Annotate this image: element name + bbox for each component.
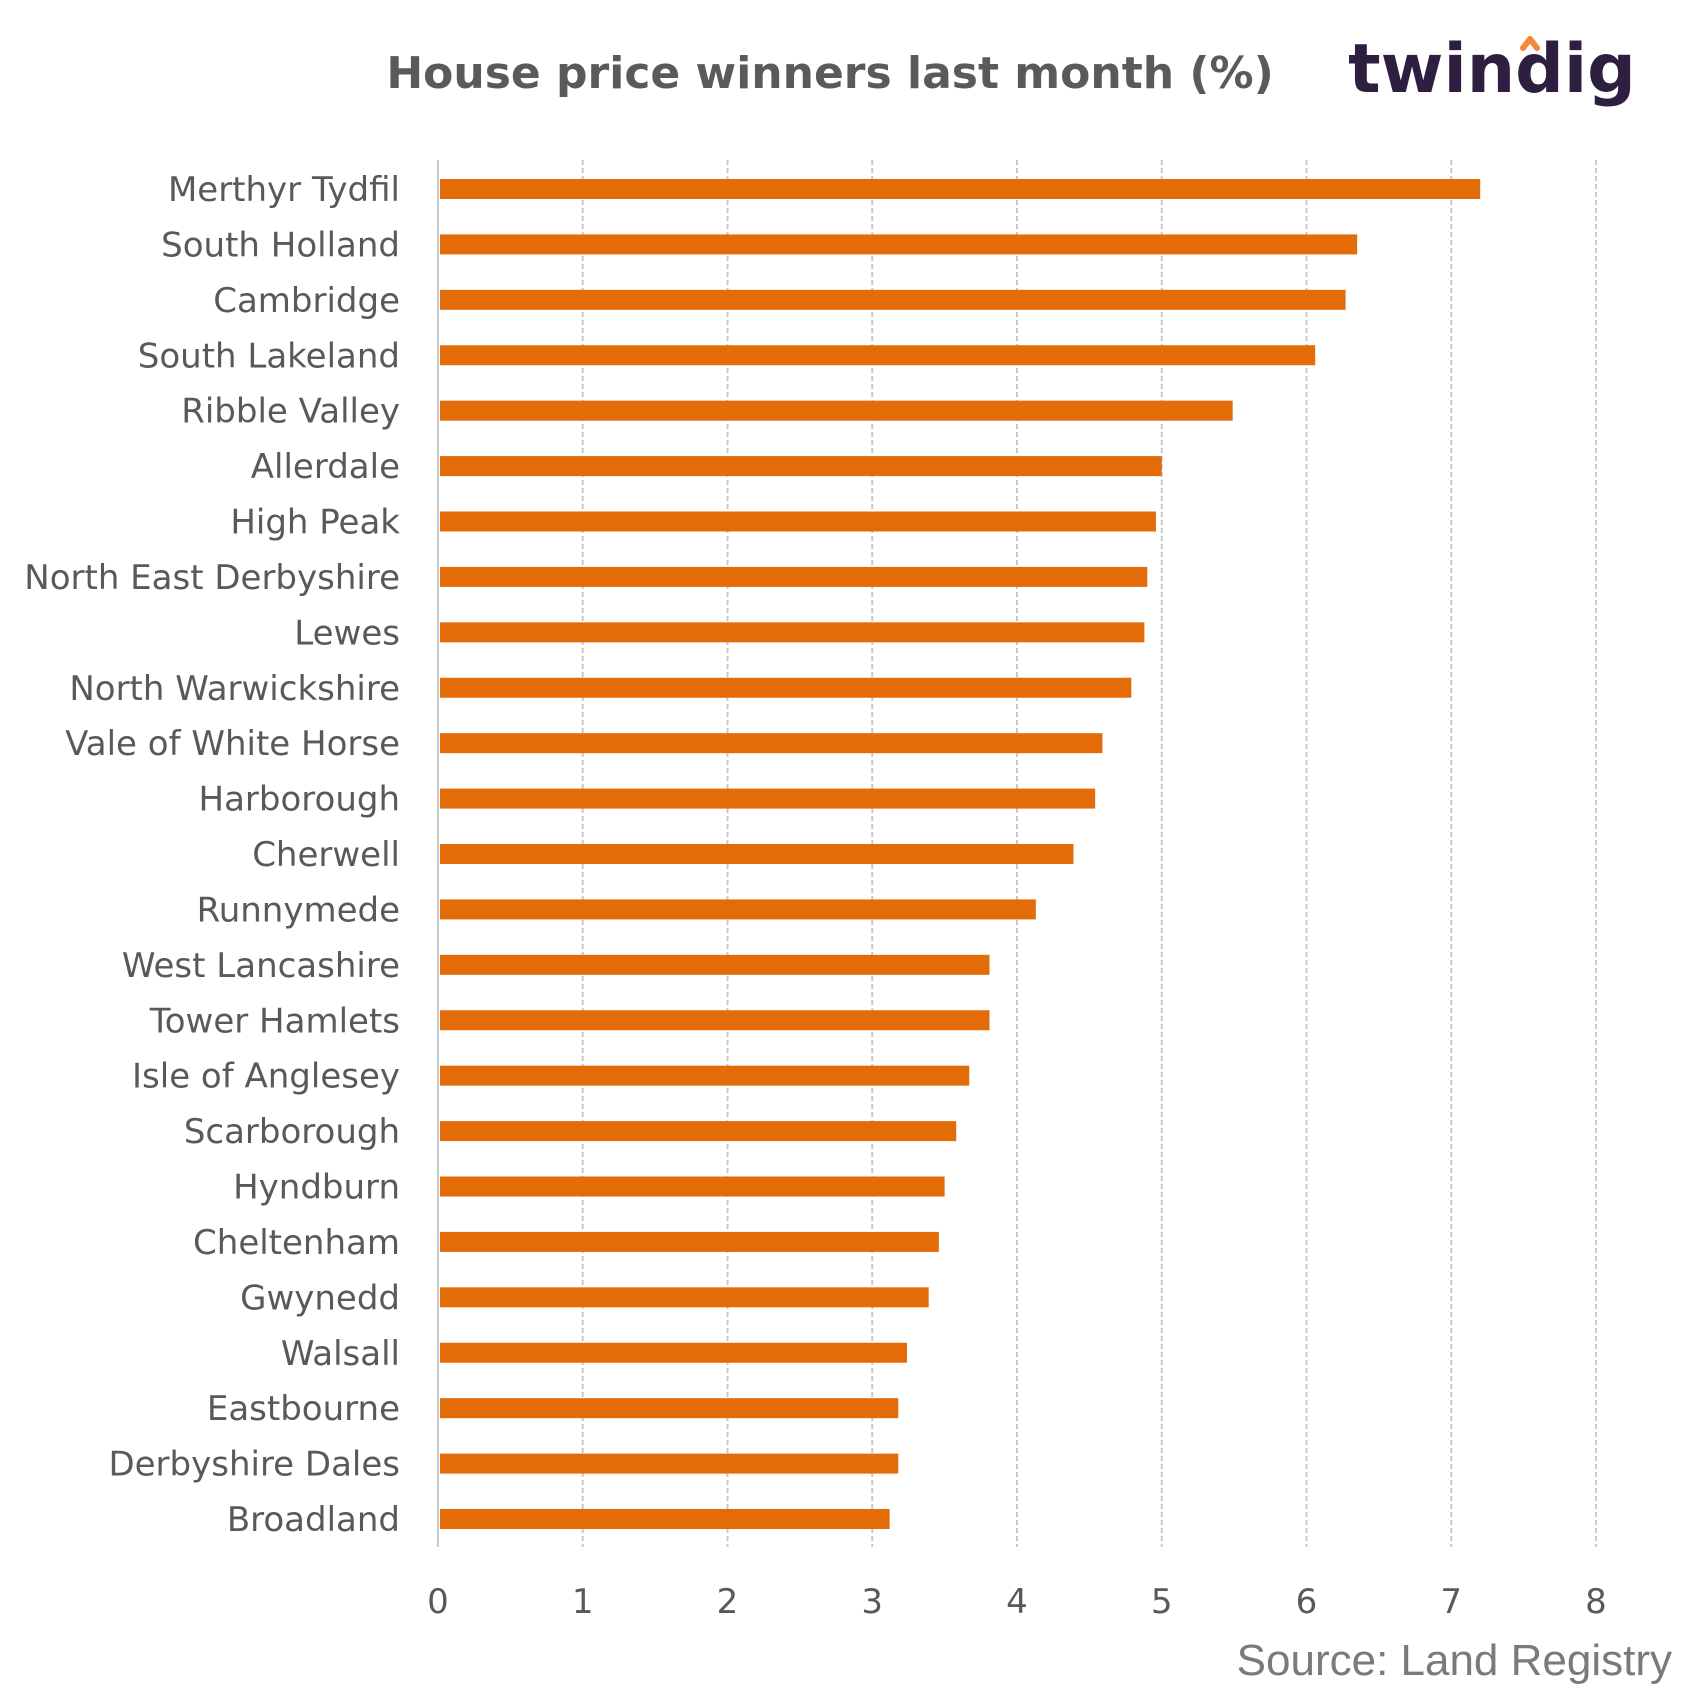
category-label: Cherwell [252,835,400,875]
x-tick-label: 5 [1151,1582,1173,1622]
bar [440,1065,970,1086]
bar [440,1231,939,1252]
bar [440,456,1162,477]
category-label: North East Derbyshire [24,558,400,598]
category-label: High Peak [230,503,400,543]
bar [440,400,1233,421]
category-label: Hyndburn [233,1168,400,1208]
bar [440,622,1145,643]
x-tick-label: 4 [1006,1582,1028,1622]
x-tick-label: 3 [861,1582,883,1622]
category-label: Scarborough [184,1112,400,1152]
bar [440,345,1316,366]
bar [440,844,1074,864]
category-label: Lewes [294,613,400,653]
bar [440,1121,957,1142]
source-note: Source: Land Registry [1237,1636,1672,1685]
bar [440,899,1036,920]
bar [440,954,990,975]
category-label: South Lakeland [138,336,400,376]
category-label: Cambridge [213,281,400,321]
x-axis-tick-labels: 0 1 2 3 4 5 6 7 8 [427,1582,1607,1622]
bar [440,1342,907,1363]
category-label: Gwynedd [240,1278,400,1318]
bar [440,1287,929,1308]
x-tick-label: 2 [717,1582,739,1622]
bar [440,234,1358,255]
bar [440,1509,890,1529]
category-label: Harborough [199,780,400,820]
category-label: North Warwickshire [69,669,400,709]
roof-accent-icon [1520,36,1540,51]
brand-logo-text: twindig [1348,30,1636,109]
category-label: West Lancashire [122,946,400,986]
bar [440,788,1096,809]
bar [440,1176,945,1197]
category-label: Allerdale [251,447,400,487]
gridlines [437,160,1597,1547]
bar [440,511,1156,532]
brand-logo: twindig [1348,30,1636,109]
bar [440,677,1132,698]
category-label: Walsall [281,1334,400,1374]
category-label: Derbyshire Dales [108,1445,400,1485]
category-label: Broadland [227,1500,400,1540]
x-tick-label: 0 [427,1582,449,1622]
category-label: Tower Hamlets [149,1001,400,1041]
category-label: Isle of Anglesey [132,1057,400,1097]
bar [440,733,1103,754]
x-tick-label: 8 [1585,1582,1607,1622]
bar [440,1010,990,1031]
x-tick-label: 7 [1440,1582,1462,1622]
category-label: Runnymede [197,890,400,930]
category-label: Merthyr Tydfil [168,170,400,210]
bar [440,1398,899,1419]
category-label: Eastbourne [207,1389,400,1429]
x-tick-label: 6 [1296,1582,1318,1622]
bars [440,179,1481,1529]
category-labels: Merthyr Tydfil South Holland Cambridge Sout… [24,170,400,1540]
category-label: Ribble Valley [181,392,400,432]
category-label: Vale of White Horse [65,724,400,764]
chart-title: House price winners last month (%) [386,48,1273,99]
x-tick-label: 1 [572,1582,594,1622]
bar [440,1453,899,1474]
category-label: Cheltenham [193,1223,400,1263]
bar [440,179,1481,199]
category-label: South Holland [161,225,400,265]
bar [440,289,1346,310]
bar [440,566,1148,587]
